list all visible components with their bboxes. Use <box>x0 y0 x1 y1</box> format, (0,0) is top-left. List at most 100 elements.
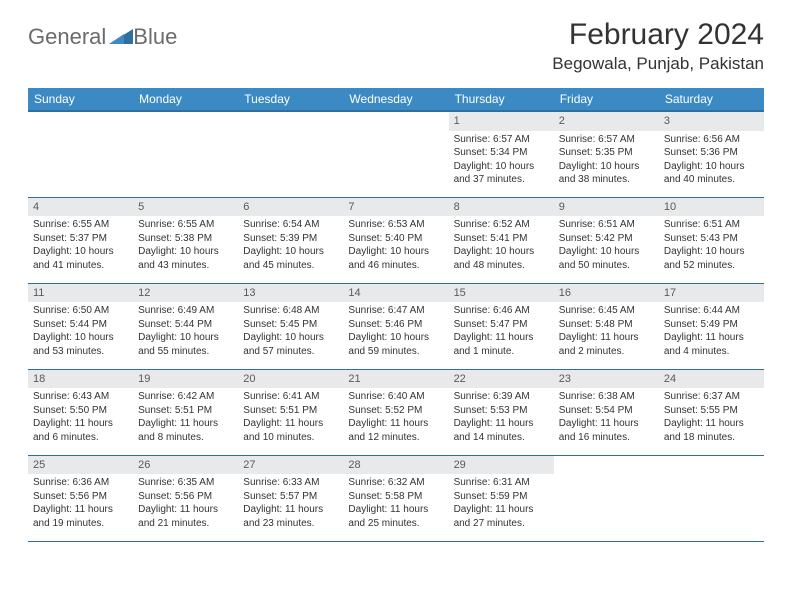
weekday-sunday: Sunday <box>28 88 133 111</box>
sunset-line: Sunset: 5:47 PM <box>454 318 549 332</box>
day-details: Sunrise: 6:39 AMSunset: 5:53 PMDaylight:… <box>449 388 554 448</box>
day-number: 1 <box>449 112 554 131</box>
daylight-line: Daylight: 10 hours and 38 minutes. <box>559 160 654 187</box>
sunrise-line: Sunrise: 6:51 AM <box>559 218 654 232</box>
daylight-line: Daylight: 11 hours and 16 minutes. <box>559 417 654 444</box>
sunset-line: Sunset: 5:52 PM <box>348 404 443 418</box>
brand-name-2: Blue <box>133 24 177 50</box>
sunrise-line: Sunrise: 6:52 AM <box>454 218 549 232</box>
day-number: 2 <box>554 112 659 131</box>
sunset-line: Sunset: 5:56 PM <box>33 490 128 504</box>
day-number: 16 <box>554 284 659 303</box>
day-number: 14 <box>343 284 448 303</box>
day-details: Sunrise: 6:53 AMSunset: 5:40 PMDaylight:… <box>343 216 448 276</box>
sunrise-line: Sunrise: 6:46 AM <box>454 304 549 318</box>
sunrise-line: Sunrise: 6:43 AM <box>33 390 128 404</box>
daylight-line: Daylight: 10 hours and 53 minutes. <box>33 331 128 358</box>
day-number: 29 <box>449 456 554 475</box>
weekday-wednesday: Wednesday <box>343 88 448 111</box>
calendar-body: 1Sunrise: 6:57 AMSunset: 5:34 PMDaylight… <box>28 111 764 541</box>
day-cell: 16Sunrise: 6:45 AMSunset: 5:48 PMDayligh… <box>554 283 659 369</box>
day-number: 28 <box>343 456 448 475</box>
day-number: 27 <box>238 456 343 475</box>
day-details: Sunrise: 6:44 AMSunset: 5:49 PMDaylight:… <box>659 302 764 362</box>
empty-cell <box>659 455 764 541</box>
calendar-row: 25Sunrise: 6:36 AMSunset: 5:56 PMDayligh… <box>28 455 764 541</box>
day-number: 22 <box>449 370 554 389</box>
sunrise-line: Sunrise: 6:47 AM <box>348 304 443 318</box>
calendar-row: 18Sunrise: 6:43 AMSunset: 5:50 PMDayligh… <box>28 369 764 455</box>
calendar-head: SundayMondayTuesdayWednesdayThursdayFrid… <box>28 88 764 111</box>
day-cell: 12Sunrise: 6:49 AMSunset: 5:44 PMDayligh… <box>133 283 238 369</box>
sunrise-line: Sunrise: 6:50 AM <box>33 304 128 318</box>
daylight-line: Daylight: 10 hours and 52 minutes. <box>664 245 759 272</box>
day-cell: 27Sunrise: 6:33 AMSunset: 5:57 PMDayligh… <box>238 455 343 541</box>
day-cell: 11Sunrise: 6:50 AMSunset: 5:44 PMDayligh… <box>28 283 133 369</box>
day-number: 4 <box>28 198 133 217</box>
day-number: 5 <box>133 198 238 217</box>
day-cell: 17Sunrise: 6:44 AMSunset: 5:49 PMDayligh… <box>659 283 764 369</box>
day-details: Sunrise: 6:49 AMSunset: 5:44 PMDaylight:… <box>133 302 238 362</box>
day-details: Sunrise: 6:55 AMSunset: 5:37 PMDaylight:… <box>28 216 133 276</box>
day-details: Sunrise: 6:54 AMSunset: 5:39 PMDaylight:… <box>238 216 343 276</box>
sunrise-line: Sunrise: 6:51 AM <box>664 218 759 232</box>
empty-cell <box>343 111 448 197</box>
weekday-monday: Monday <box>133 88 238 111</box>
sunset-line: Sunset: 5:56 PM <box>138 490 233 504</box>
daylight-line: Daylight: 11 hours and 25 minutes. <box>348 503 443 530</box>
day-details: Sunrise: 6:45 AMSunset: 5:48 PMDaylight:… <box>554 302 659 362</box>
day-cell: 23Sunrise: 6:38 AMSunset: 5:54 PMDayligh… <box>554 369 659 455</box>
day-number: 23 <box>554 370 659 389</box>
day-number: 6 <box>238 198 343 217</box>
day-cell: 6Sunrise: 6:54 AMSunset: 5:39 PMDaylight… <box>238 197 343 283</box>
sunrise-line: Sunrise: 6:39 AM <box>454 390 549 404</box>
day-details: Sunrise: 6:51 AMSunset: 5:43 PMDaylight:… <box>659 216 764 276</box>
daylight-line: Daylight: 11 hours and 19 minutes. <box>33 503 128 530</box>
day-details: Sunrise: 6:51 AMSunset: 5:42 PMDaylight:… <box>554 216 659 276</box>
sunset-line: Sunset: 5:38 PM <box>138 232 233 246</box>
day-cell: 25Sunrise: 6:36 AMSunset: 5:56 PMDayligh… <box>28 455 133 541</box>
day-cell: 13Sunrise: 6:48 AMSunset: 5:45 PMDayligh… <box>238 283 343 369</box>
sunset-line: Sunset: 5:48 PM <box>559 318 654 332</box>
sunset-line: Sunset: 5:58 PM <box>348 490 443 504</box>
day-details: Sunrise: 6:43 AMSunset: 5:50 PMDaylight:… <box>28 388 133 448</box>
sunrise-line: Sunrise: 6:45 AM <box>559 304 654 318</box>
daylight-line: Daylight: 10 hours and 48 minutes. <box>454 245 549 272</box>
sunrise-line: Sunrise: 6:54 AM <box>243 218 338 232</box>
day-cell: 8Sunrise: 6:52 AMSunset: 5:41 PMDaylight… <box>449 197 554 283</box>
day-number: 19 <box>133 370 238 389</box>
sunset-line: Sunset: 5:50 PM <box>33 404 128 418</box>
sunrise-line: Sunrise: 6:32 AM <box>348 476 443 490</box>
sunset-line: Sunset: 5:59 PM <box>454 490 549 504</box>
day-number: 11 <box>28 284 133 303</box>
day-number: 26 <box>133 456 238 475</box>
daylight-line: Daylight: 10 hours and 43 minutes. <box>138 245 233 272</box>
page-header: General Blue February 2024 Begowala, Pun… <box>0 0 792 82</box>
daylight-line: Daylight: 10 hours and 57 minutes. <box>243 331 338 358</box>
day-details: Sunrise: 6:56 AMSunset: 5:36 PMDaylight:… <box>659 131 764 191</box>
day-cell: 2Sunrise: 6:57 AMSunset: 5:35 PMDaylight… <box>554 111 659 197</box>
weekday-thursday: Thursday <box>449 88 554 111</box>
day-number: 3 <box>659 112 764 131</box>
day-cell: 5Sunrise: 6:55 AMSunset: 5:38 PMDaylight… <box>133 197 238 283</box>
daylight-line: Daylight: 11 hours and 1 minute. <box>454 331 549 358</box>
month-title: February 2024 <box>552 18 764 52</box>
sunrise-line: Sunrise: 6:41 AM <box>243 390 338 404</box>
sunset-line: Sunset: 5:51 PM <box>138 404 233 418</box>
day-details: Sunrise: 6:52 AMSunset: 5:41 PMDaylight:… <box>449 216 554 276</box>
day-details: Sunrise: 6:40 AMSunset: 5:52 PMDaylight:… <box>343 388 448 448</box>
day-number: 21 <box>343 370 448 389</box>
sunset-line: Sunset: 5:36 PM <box>664 146 759 160</box>
sunrise-line: Sunrise: 6:56 AM <box>664 133 759 147</box>
sunrise-line: Sunrise: 6:36 AM <box>33 476 128 490</box>
day-number: 25 <box>28 456 133 475</box>
daylight-line: Daylight: 11 hours and 4 minutes. <box>664 331 759 358</box>
day-details: Sunrise: 6:57 AMSunset: 5:34 PMDaylight:… <box>449 131 554 191</box>
sunset-line: Sunset: 5:53 PM <box>454 404 549 418</box>
day-cell: 24Sunrise: 6:37 AMSunset: 5:55 PMDayligh… <box>659 369 764 455</box>
day-number: 18 <box>28 370 133 389</box>
sunrise-line: Sunrise: 6:57 AM <box>559 133 654 147</box>
day-details: Sunrise: 6:37 AMSunset: 5:55 PMDaylight:… <box>659 388 764 448</box>
day-details: Sunrise: 6:48 AMSunset: 5:45 PMDaylight:… <box>238 302 343 362</box>
day-number: 8 <box>449 198 554 217</box>
